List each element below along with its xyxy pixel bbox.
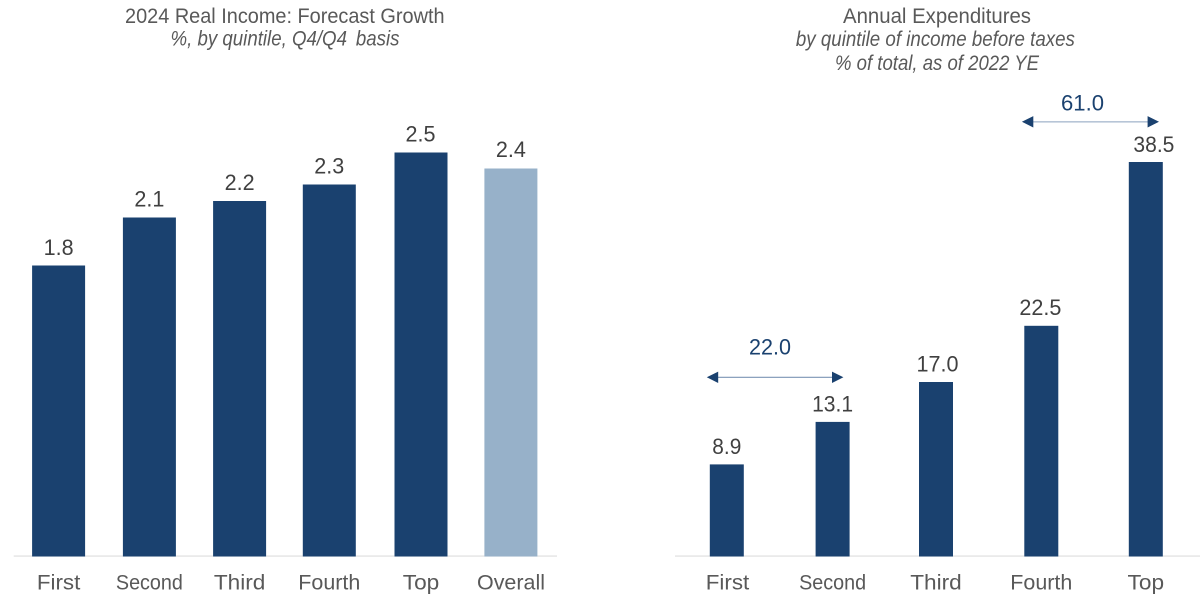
svg-text:Second: Second (799, 572, 866, 595)
svg-text:2.1: 2.1 (134, 186, 164, 211)
svg-text:Overall: Overall (477, 572, 545, 595)
svg-text:22.5: 22.5 (1019, 295, 1061, 320)
svg-text:Fourth: Fourth (1010, 572, 1072, 595)
svg-text:2.3: 2.3 (314, 153, 344, 178)
svg-text:17.0: 17.0 (917, 351, 959, 376)
svg-text:Annual Expenditures: Annual Expenditures (843, 5, 1031, 28)
svg-text:38.5: 38.5 (1133, 132, 1174, 157)
svg-text:by quintile of income before t: by quintile of income before taxes (796, 28, 1075, 51)
svg-text:8.9: 8.9 (712, 434, 741, 459)
svg-text:First: First (706, 572, 750, 595)
svg-text:% of total, as of 2022 YE: % of total, as of 2022 YE (835, 52, 1040, 75)
svg-text:Third: Third (910, 572, 962, 595)
svg-text:%, by quintile, Q4/Q4 basis: %, by quintile, Q4/Q4 basis (171, 28, 400, 51)
svg-text:2.5: 2.5 (406, 122, 436, 147)
svg-text:Fourth: Fourth (298, 572, 360, 595)
svg-text:13.1: 13.1 (812, 391, 853, 416)
svg-text:2.4: 2.4 (496, 137, 526, 162)
svg-text:Top: Top (403, 572, 440, 595)
svg-text:2.2: 2.2 (225, 170, 255, 195)
svg-text:First: First (37, 572, 81, 595)
svg-text:1.8: 1.8 (44, 235, 74, 260)
svg-text:Top: Top (1128, 572, 1165, 595)
svg-text:Third: Third (214, 572, 266, 595)
svg-text:61.0: 61.0 (1061, 90, 1104, 115)
svg-text:22.0: 22.0 (749, 334, 791, 359)
svg-text:Second: Second (116, 572, 183, 595)
svg-text:2024 Real Income: Forecast Gro: 2024 Real Income: Forecast Growth (125, 5, 445, 28)
